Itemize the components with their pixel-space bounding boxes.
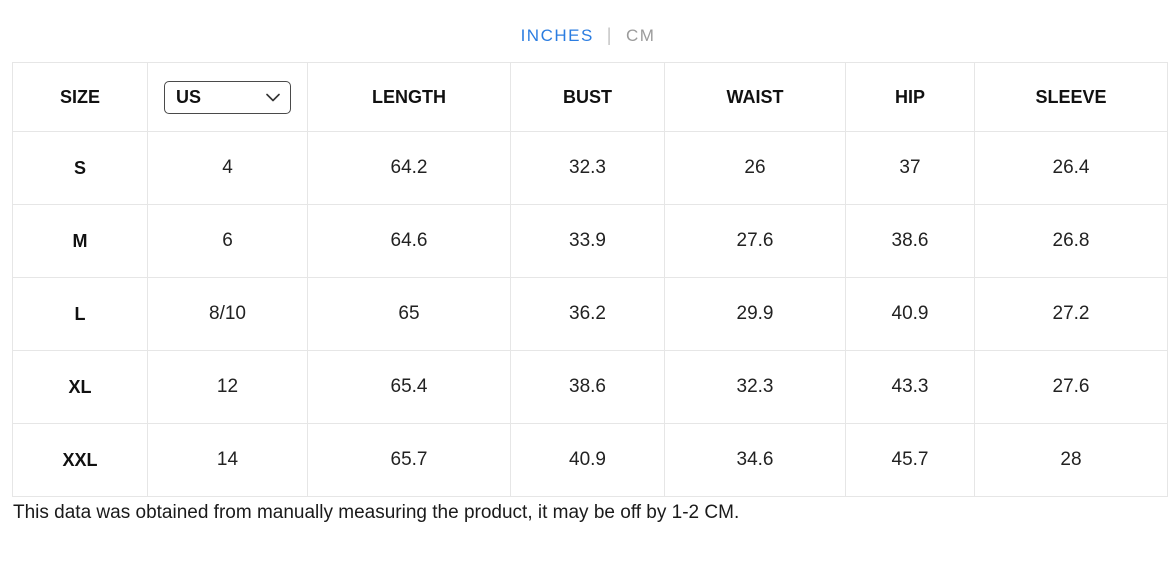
column-header-waist: WAIST [664, 62, 846, 132]
cell-hip: 37 [845, 131, 975, 205]
cell-bust: 40.9 [510, 423, 665, 497]
cell-waist: 34.6 [664, 423, 846, 497]
cell-sleeve: 26.8 [974, 204, 1168, 278]
header-row: SIZE US LENGTH BUST WAIST HIP SLEEVE [12, 62, 1168, 132]
cell-size: XL [12, 350, 148, 424]
cell-size: S [12, 131, 148, 205]
column-header-standard: US [147, 62, 308, 132]
cell-hip: 43.3 [845, 350, 975, 424]
cell-waist: 26 [664, 131, 846, 205]
cell-size: M [12, 204, 148, 278]
cell-us: 12 [147, 350, 308, 424]
cell-waist: 27.6 [664, 204, 846, 278]
size-standard-select[interactable]: US [164, 80, 291, 114]
column-header-hip: HIP [845, 62, 975, 132]
cell-us: 8/10 [147, 277, 308, 351]
column-header-length: LENGTH [307, 62, 511, 132]
chevron-down-icon [266, 93, 280, 102]
table-row: S 4 64.2 32.3 26 37 26.4 [12, 131, 1168, 205]
cell-hip: 45.7 [845, 423, 975, 497]
cell-sleeve: 26.4 [974, 131, 1168, 205]
size-chart-table: SIZE US LENGTH BUST WAIST HIP SLEEVE S [12, 62, 1168, 497]
cell-sleeve: 28 [974, 423, 1168, 497]
table-row: XL 12 65.4 38.6 32.3 43.3 27.6 [12, 350, 1168, 424]
cell-size: L [12, 277, 148, 351]
cell-bust: 32.3 [510, 131, 665, 205]
column-header-size: SIZE [12, 62, 148, 132]
unit-toggle: INCHES | CM [0, 25, 1176, 46]
unit-inches-tab[interactable]: INCHES [520, 25, 594, 45]
table-row: L 8/10 65 36.2 29.9 40.9 27.2 [12, 277, 1168, 351]
column-header-sleeve: SLEEVE [974, 62, 1168, 132]
cell-waist: 32.3 [664, 350, 846, 424]
cell-length: 65.7 [307, 423, 511, 497]
column-header-bust: BUST [510, 62, 665, 132]
cell-us: 6 [147, 204, 308, 278]
size-standard-selected-value: US [176, 86, 202, 107]
measurement-disclaimer: This data was obtained from manually mea… [13, 502, 740, 523]
cell-sleeve: 27.2 [974, 277, 1168, 351]
cell-us: 14 [147, 423, 308, 497]
cell-waist: 29.9 [664, 277, 846, 351]
cell-length: 65.4 [307, 350, 511, 424]
cell-bust: 38.6 [510, 350, 665, 424]
cell-us: 4 [147, 131, 308, 205]
cell-hip: 38.6 [845, 204, 975, 278]
table-row: XXL 14 65.7 40.9 34.6 45.7 28 [12, 423, 1168, 497]
cell-length: 64.6 [307, 204, 511, 278]
unit-cm-tab[interactable]: CM [625, 25, 656, 45]
table-row: M 6 64.6 33.9 27.6 38.6 26.8 [12, 204, 1168, 278]
cell-sleeve: 27.6 [974, 350, 1168, 424]
cell-length: 65 [307, 277, 511, 351]
cell-bust: 36.2 [510, 277, 665, 351]
cell-size: XXL [12, 423, 148, 497]
cell-bust: 33.9 [510, 204, 665, 278]
cell-hip: 40.9 [845, 277, 975, 351]
cell-length: 64.2 [307, 131, 511, 205]
unit-toggle-divider: | [606, 25, 613, 45]
